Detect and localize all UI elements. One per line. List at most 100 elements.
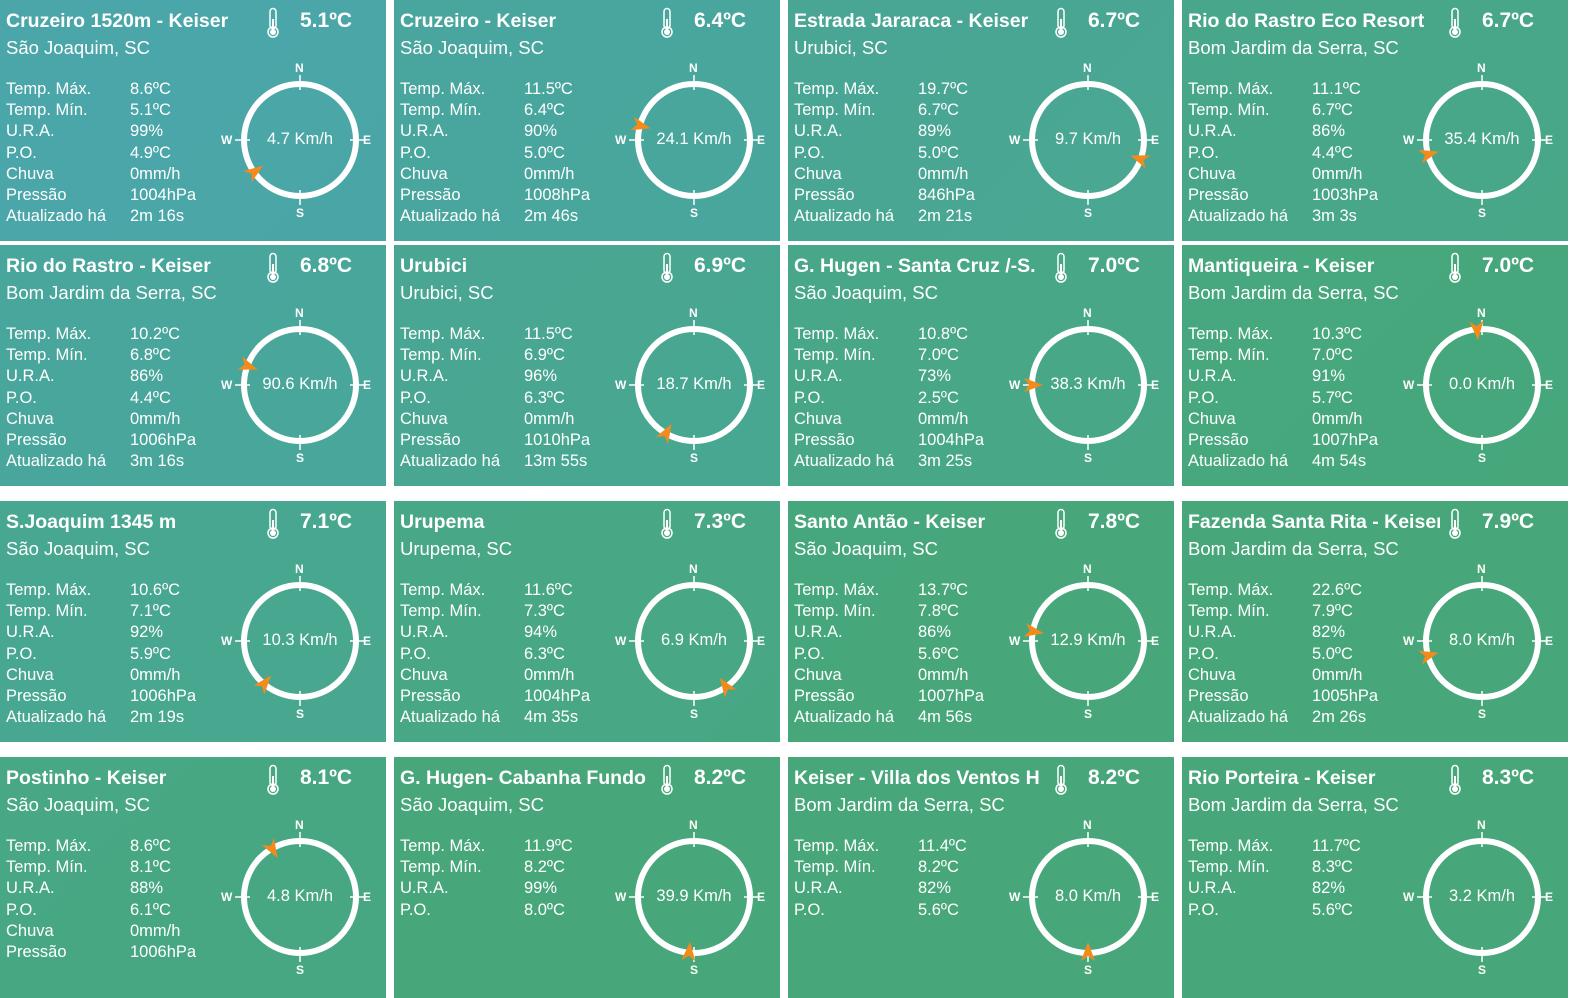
stat-label: Temp. Máx. [794, 325, 880, 343]
stat-label: Chuva [6, 164, 54, 183]
stat-label: Pressão [6, 185, 67, 204]
stat-value: 86% [918, 623, 952, 642]
station-card[interactable]: Santo Antão - Keiser 7.8ºC São Joaquim, … [788, 501, 1174, 742]
station-card[interactable]: G. Hugen - Santa Cruz /-S. 7.0ºC São Joa… [788, 245, 1174, 486]
compass-east-label: E [363, 890, 372, 904]
stat-label: Temp. Mín. [1188, 602, 1270, 621]
station-card[interactable]: Rio do Rastro - Keiser 6.8ºC Bom Jardim … [0, 245, 386, 486]
stat-label: Temp. Máx. [1188, 837, 1274, 855]
compass-ring [235, 75, 365, 205]
station-card[interactable]: Postinho - Keiser 8.1ºC São Joaquim, SC … [0, 757, 386, 998]
thermometer-icon [265, 764, 281, 796]
station-card[interactable]: G. Hugen- Cabanha Fundo 8.2ºC São Joaqui… [394, 757, 780, 998]
thermometer-icon [1053, 7, 1069, 39]
thermometer-icon [1447, 764, 1463, 796]
compass-east-label: E [1151, 634, 1160, 648]
station-card[interactable]: Urupema 7.3ºC Urupema, SC Temp. Máx. 11.6… [394, 501, 780, 742]
compass-ring [235, 576, 365, 706]
station-card[interactable]: Cruzeiro - Keiser 6.4ºC São Joaquim, SC … [394, 0, 780, 241]
current-temperature: 5.1ºC [300, 9, 353, 32]
compass-south-label: S [690, 707, 699, 721]
stat-value: 5.9ºC [130, 644, 171, 663]
stat-value: 8.3ºC [1312, 858, 1353, 877]
stat-label: P.O. [1188, 900, 1219, 919]
stat-label: Temp. Mín. [400, 346, 482, 365]
stat-value: 8.6ºC [130, 80, 171, 98]
station-card[interactable]: Urubici 6.9ºC Urubici, SC Temp. Máx. 11.5… [394, 245, 780, 486]
stat-value: 7.9ºC [1312, 602, 1353, 621]
compass-south-label: S [690, 451, 699, 465]
stat-value: 3m 3s [1312, 207, 1357, 226]
stat-value: 10.2ºC [130, 325, 181, 343]
compass-ring [1023, 75, 1153, 205]
station-card[interactable]: Estrada Jararaca - Keiser 6.7ºC Urubici,… [788, 0, 1174, 241]
station-name: Cruzeiro - Keiser [400, 10, 557, 32]
stat-label: Temp. Máx. [1188, 581, 1274, 599]
current-temperature: 7.0ºC [1088, 254, 1141, 277]
stat-value: 82% [1312, 623, 1346, 642]
compass-north-label: N [689, 61, 698, 75]
station-name: Estrada Jararaca - Keiser [794, 10, 1029, 32]
wind-speed: 24.1 Km/h [656, 130, 732, 148]
wind-direction-arrow-icon [1024, 378, 1043, 392]
stat-label: Temp. Máx. [1188, 325, 1274, 343]
stat-label: Temp. Mín. [794, 101, 876, 120]
current-temperature: 7.3ºC [694, 510, 747, 533]
stat-label: Atualizado há [400, 207, 500, 226]
station-card[interactable]: Fazenda Santa Rita - Keiser 7.9ºC Bom Ja… [1182, 501, 1568, 742]
stat-value: 4m 35s [524, 708, 579, 727]
stat-label: Atualizado há [794, 708, 894, 727]
wind-speed: 4.7 Km/h [266, 130, 334, 148]
stat-label: U.R.A. [400, 623, 449, 642]
station-name: Fazenda Santa Rita - Keiser [1188, 511, 1440, 533]
station-card[interactable]: Cruzeiro 1520m - Keiser 5.1ºC São Joaqui… [0, 0, 386, 241]
stat-label: Chuva [794, 164, 842, 183]
stat-value: 2m 46s [524, 207, 579, 226]
current-temperature: 7.9ºC [1482, 510, 1535, 533]
wind-speed: 90.6 Km/h [262, 375, 338, 393]
stat-label: Temp. Máx. [6, 80, 92, 98]
compass-west-label: W [1403, 378, 1415, 392]
stat-label: P.O. [6, 900, 37, 919]
stat-value: 5.0ºC [524, 143, 565, 162]
compass-east-label: E [363, 378, 372, 392]
stat-value: 19.7ºC [918, 80, 969, 98]
compass-south-label: S [1478, 206, 1487, 220]
station-name: Urubici [400, 255, 468, 277]
station-location: Bom Jardim da Serra, SC [794, 794, 1005, 815]
station-location: Bom Jardim da Serra, SC [6, 282, 217, 303]
station-card[interactable]: Mantiqueira - Keiser 7.0ºC Bom Jardim da… [1182, 245, 1568, 486]
compass-east-label: E [1545, 634, 1554, 648]
current-temperature: 7.0ºC [1482, 254, 1535, 277]
station-location: Urupema, SC [400, 538, 513, 559]
wind-speed: 35.4 Km/h [1444, 130, 1520, 148]
station-card[interactable]: Rio do Rastro Eco Resort 6.7ºC Bom Jardi… [1182, 0, 1568, 241]
compass-south-label: S [1084, 707, 1093, 721]
wind-speed: 18.7 Km/h [656, 375, 732, 393]
stat-value: 0mm/h [524, 409, 575, 428]
stat-value: 2m 21s [918, 207, 973, 226]
station-name: Postinho - Keiser [6, 767, 167, 789]
stat-label: Temp. Máx. [6, 837, 92, 855]
stat-label: Pressão [400, 686, 461, 705]
stat-value: 0mm/h [130, 921, 181, 940]
station-card[interactable]: Rio Porteira - Keiser 8.3ºC Bom Jardim d… [1182, 757, 1568, 998]
stat-value: 6.1ºC [130, 900, 171, 919]
stat-label: P.O. [794, 388, 825, 407]
wind-compass: N S W E 10.3 Km/h [220, 561, 380, 721]
wind-compass: N S W E 9.7 Km/h [1008, 60, 1168, 220]
current-temperature: 8.3ºC [1482, 766, 1535, 789]
station-name: G. Hugen- Cabanha Fundo [400, 767, 646, 789]
stat-value: 99% [130, 122, 164, 141]
stat-label: Temp. Mín. [1188, 101, 1270, 120]
station-name: Santo Antão - Keiser [794, 511, 986, 533]
wind-compass: N S W E 6.9 Km/h [614, 561, 774, 721]
thermometer-icon [659, 252, 675, 284]
station-card[interactable]: S.Joaquim 1345 m 7.1ºC São Joaquim, SC T… [0, 501, 386, 742]
stat-label: P.O. [794, 143, 825, 162]
station-name: Rio do Rastro - Keiser [6, 255, 211, 277]
stat-value: 0mm/h [1312, 665, 1363, 684]
stat-value: 1007hPa [918, 686, 985, 705]
station-card[interactable]: Keiser - Villa dos Ventos H 8.2ºC Bom Ja… [788, 757, 1174, 998]
stat-label: Chuva [794, 665, 842, 684]
